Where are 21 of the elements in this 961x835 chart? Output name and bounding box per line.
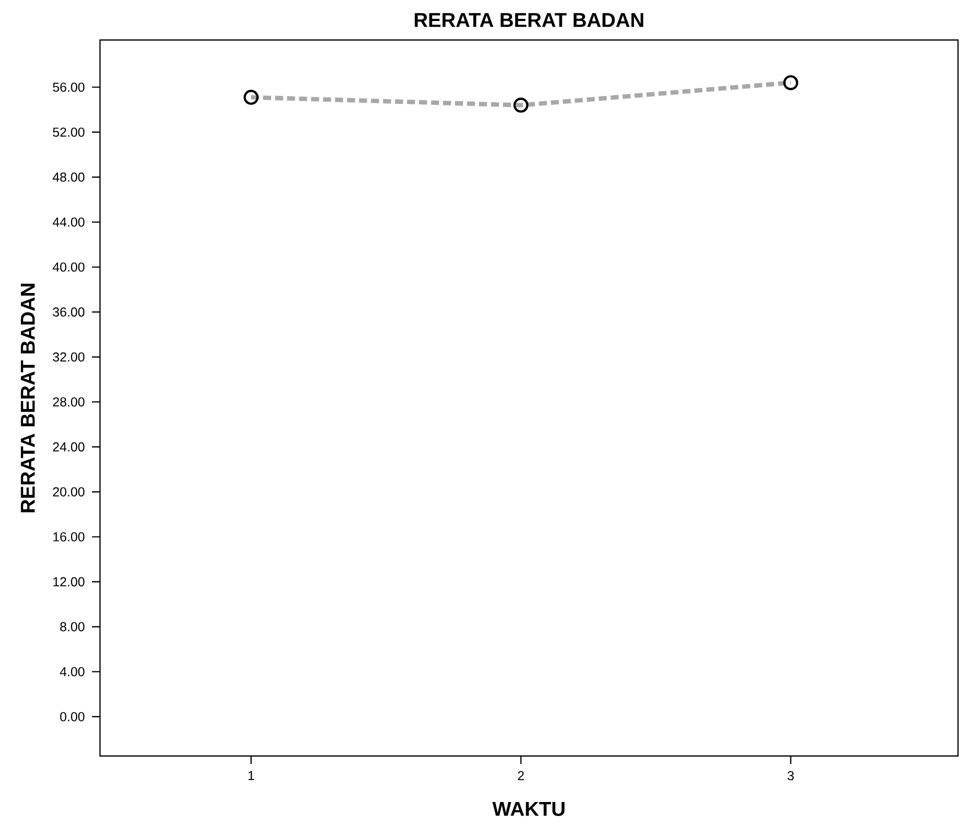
- y-tick-label: 4.00: [60, 667, 84, 676]
- y-tick-label: 44.00: [52, 217, 84, 227]
- x-tick-label: 2: [518, 771, 524, 780]
- y-tick-label: 28.00: [53, 397, 84, 407]
- y-tick-label: 36.00: [52, 307, 84, 317]
- y-tick-label: 40.00: [52, 262, 84, 272]
- chart-title: RERATA BERAT BADAN: [414, 13, 644, 27]
- y-tick-label: 56.00: [52, 82, 84, 92]
- y-tick-label: 48.00: [52, 172, 84, 182]
- y-tick-label: 32.00: [52, 352, 84, 362]
- y-tick-label: 24.00: [53, 442, 84, 452]
- x-axis-title: WAKTU: [492, 802, 564, 816]
- y-tick-label: 8.00: [60, 622, 84, 632]
- x-tick-label: 3: [788, 771, 794, 780]
- y-tick-label: 16.00: [53, 532, 84, 542]
- y-tick-label: 0.00: [60, 712, 84, 722]
- y-tick-label: 12.00: [53, 577, 84, 586]
- y-axis-title: RERATA BERAT BADAN: [20, 284, 35, 512]
- x-tick-label: 1: [248, 771, 254, 780]
- y-tick-label: 20.00: [53, 487, 84, 496]
- y-tick-label: 52.00: [52, 128, 84, 137]
